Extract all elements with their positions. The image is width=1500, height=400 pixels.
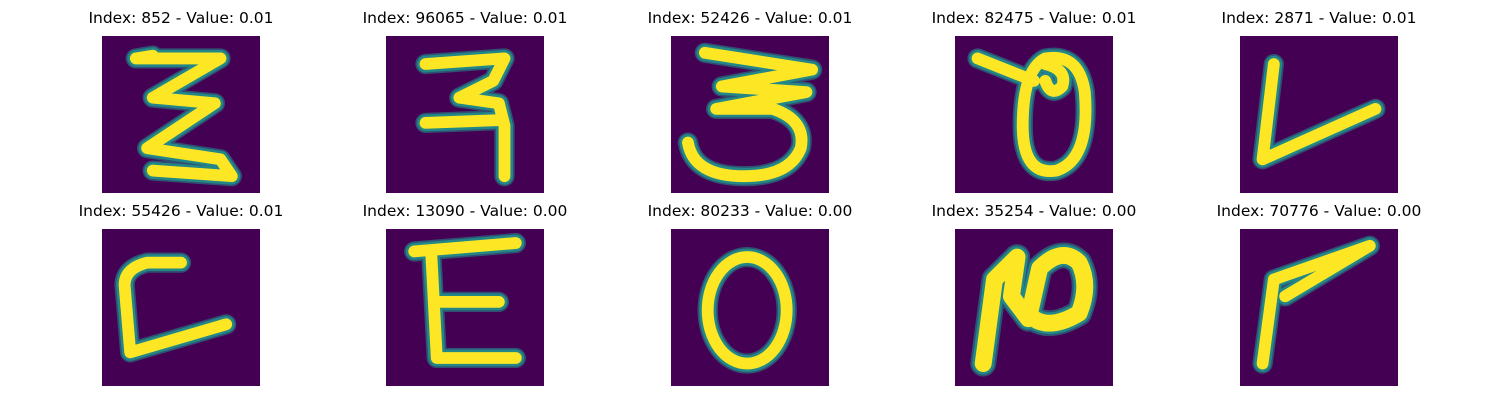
image-panel: Index: 35254 - Value: 0.00 — [892, 195, 1176, 386]
angle-shaped-glyph-icon — [1252, 235, 1380, 374]
panel-7-image — [671, 229, 829, 386]
n-shaped-glyph-icon — [970, 242, 1098, 377]
panel-4-image — [1240, 36, 1398, 193]
image-panel: Index: 55426 - Value: 0.01 — [39, 195, 323, 386]
panel-2-image — [671, 36, 829, 193]
panel-6-image — [386, 229, 544, 386]
image-panel: Index: 13090 - Value: 0.00 — [323, 195, 607, 386]
panel-0-image — [102, 36, 260, 193]
panel-1-image — [386, 36, 544, 193]
image-panel: Index: 80233 - Value: 0.00 — [608, 195, 892, 386]
panel-5-image — [102, 229, 260, 386]
panel-title: Index: 13090 - Value: 0.00 — [362, 202, 568, 220]
image-panel: Index: 96065 - Value: 0.01 — [323, 2, 607, 193]
panel-title: Index: 55426 - Value: 0.01 — [78, 202, 284, 220]
panel-title: Index: 852 - Value: 0.01 — [88, 9, 274, 27]
panel-title: Index: 80233 - Value: 0.00 — [647, 202, 853, 220]
panel-title: Index: 96065 - Value: 0.01 — [362, 9, 568, 27]
loop-shaped-glyph-icon — [967, 47, 1096, 182]
e-shaped-glyph-icon — [404, 232, 526, 369]
z-shaped-glyph-icon — [125, 45, 242, 187]
image-panel: Index: 852 - Value: 0.01 — [39, 2, 323, 193]
image-panel: Index: 52426 - Value: 0.01 — [608, 2, 892, 193]
v-shaped-glyph-icon — [1252, 53, 1386, 170]
image-panel: Index: 82475 - Value: 0.01 — [892, 2, 1176, 193]
panel-title: Index: 2871 - Value: 0.01 — [1221, 9, 1417, 27]
panel-title: Index: 52426 - Value: 0.01 — [647, 9, 853, 27]
panel-title: Index: 82475 - Value: 0.01 — [931, 9, 1137, 27]
image-panel: Index: 70776 - Value: 0.00 — [1177, 195, 1461, 386]
three-shaped-glyph-icon — [677, 42, 823, 187]
panel-8-image — [955, 229, 1113, 386]
panel-title: Index: 70776 - Value: 0.00 — [1216, 202, 1422, 220]
panel-title: Index: 35254 - Value: 0.00 — [931, 202, 1137, 220]
panel-3-image — [955, 36, 1113, 193]
o-shaped-glyph-icon — [697, 246, 797, 374]
panel-9-image — [1240, 229, 1398, 386]
image-panel: Index: 2871 - Value: 0.01 — [1177, 2, 1461, 193]
hook-shaped-glyph-icon — [415, 48, 515, 187]
l-shaped-glyph-icon — [114, 252, 237, 363]
